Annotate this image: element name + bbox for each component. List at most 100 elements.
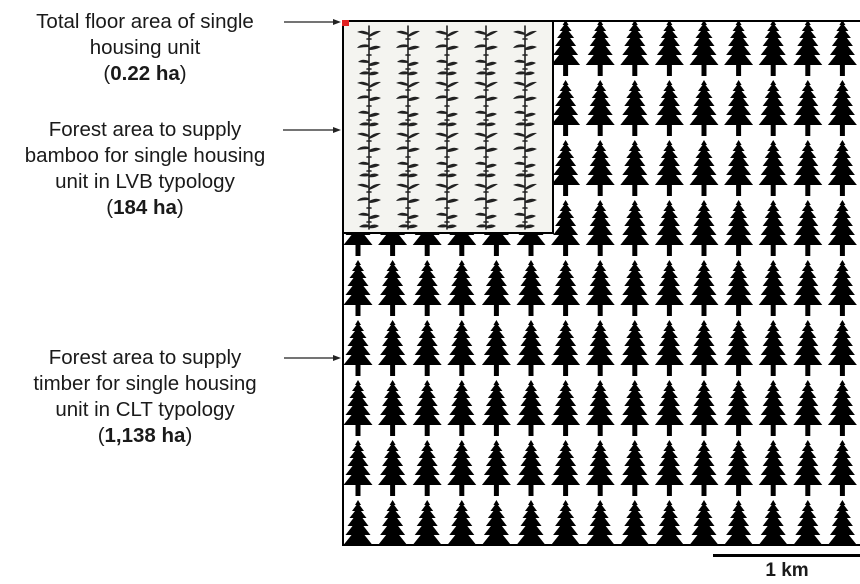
tree-icon bbox=[724, 260, 754, 316]
tree-icon bbox=[758, 200, 788, 256]
tree-icon bbox=[481, 320, 511, 376]
tree-icon bbox=[620, 320, 650, 376]
tree-icon bbox=[758, 320, 788, 376]
tree-icon bbox=[827, 22, 857, 76]
tree-icon bbox=[793, 320, 823, 376]
tree-icon bbox=[654, 22, 684, 76]
label-bamboo-area: Forest area to supply bamboo for single … bbox=[0, 117, 290, 221]
timber-forest-frame bbox=[342, 20, 860, 546]
tree-icon bbox=[620, 440, 650, 496]
tree-icon bbox=[516, 440, 546, 496]
scale-bar-label: 1 km bbox=[765, 560, 809, 581]
arrow-timber-area bbox=[284, 355, 341, 361]
label-floor-value: 0.22 ha bbox=[110, 62, 180, 85]
tree-icon bbox=[585, 500, 615, 544]
tree-icon bbox=[551, 440, 581, 496]
tree-icon bbox=[412, 440, 442, 496]
tree-icon bbox=[758, 22, 788, 76]
tree-icon bbox=[793, 140, 823, 196]
label-timber-line3: unit in CLT typology bbox=[55, 398, 235, 421]
arrow-floor-area bbox=[284, 19, 341, 25]
tree-icon bbox=[412, 500, 442, 544]
tree-icon bbox=[551, 200, 581, 256]
tree-icon bbox=[654, 80, 684, 136]
tree-icon bbox=[481, 260, 511, 316]
tree-icon bbox=[516, 380, 546, 436]
tree-icon bbox=[344, 500, 373, 544]
tree-icon bbox=[551, 380, 581, 436]
tree-icon bbox=[481, 440, 511, 496]
tree-icon bbox=[724, 80, 754, 136]
tree-icon bbox=[827, 140, 857, 196]
tree-icon bbox=[344, 440, 373, 496]
tree-icon bbox=[689, 500, 719, 544]
tree-icon bbox=[378, 440, 408, 496]
tree-icon bbox=[620, 380, 650, 436]
label-timber-value: 1,138 ha bbox=[104, 424, 186, 447]
tree-icon bbox=[620, 140, 650, 196]
tree-icon bbox=[793, 260, 823, 316]
tree-icon bbox=[689, 80, 719, 136]
tree-icon bbox=[724, 320, 754, 376]
tree-icon bbox=[412, 260, 442, 316]
tree-icon bbox=[724, 22, 754, 76]
tree-icon bbox=[793, 380, 823, 436]
tree-icon bbox=[793, 500, 823, 544]
tree-icon bbox=[827, 260, 857, 316]
tree-icon bbox=[827, 200, 857, 256]
tree-icon bbox=[689, 260, 719, 316]
tree-icon bbox=[447, 500, 477, 544]
tree-icon bbox=[793, 80, 823, 136]
scale-bar bbox=[713, 554, 860, 557]
tree-icon bbox=[758, 80, 788, 136]
tree-icon bbox=[827, 500, 857, 544]
tree-icon bbox=[481, 380, 511, 436]
tree-icon bbox=[378, 320, 408, 376]
tree-icon bbox=[551, 500, 581, 544]
tree-icon bbox=[378, 260, 408, 316]
label-timber-line1: Forest area to supply bbox=[48, 346, 242, 369]
tree-icon bbox=[447, 380, 477, 436]
tree-icon bbox=[689, 140, 719, 196]
tree-icon bbox=[481, 500, 511, 544]
tree-icon bbox=[654, 380, 684, 436]
tree-icon bbox=[551, 140, 581, 196]
tree-icon bbox=[585, 22, 615, 76]
tree-icon bbox=[689, 380, 719, 436]
label-bamboo-value: 184 ha bbox=[113, 196, 177, 219]
tree-icon bbox=[516, 500, 546, 544]
tree-icon bbox=[585, 80, 615, 136]
tree-icon bbox=[689, 440, 719, 496]
tree-icon bbox=[585, 320, 615, 376]
label-timber-line2: timber for single housing bbox=[33, 372, 257, 395]
tree-icon bbox=[689, 200, 719, 256]
tree-icon bbox=[758, 140, 788, 196]
floor-area-marker bbox=[342, 20, 349, 26]
tree-icon bbox=[654, 500, 684, 544]
label-floor-area: Total floor area of single housing unit … bbox=[0, 9, 290, 87]
tree-icon bbox=[827, 80, 857, 136]
label-bamboo-line2: bamboo for single housing bbox=[24, 144, 266, 167]
tree-icon bbox=[412, 380, 442, 436]
tree-icon bbox=[585, 260, 615, 316]
tree-icon bbox=[758, 440, 788, 496]
tree-icon bbox=[620, 22, 650, 76]
tree-icon bbox=[344, 380, 373, 436]
tree-icon bbox=[344, 260, 373, 316]
tree-icon bbox=[827, 440, 857, 496]
tree-icon bbox=[654, 440, 684, 496]
tree-icon bbox=[724, 380, 754, 436]
tree-icon bbox=[793, 440, 823, 496]
tree-icon bbox=[793, 22, 823, 76]
tree-icon bbox=[551, 260, 581, 316]
tree-icon bbox=[344, 320, 373, 376]
tree-icon bbox=[689, 320, 719, 376]
label-floor-line1: Total floor area of single bbox=[36, 10, 254, 33]
tree-icon bbox=[793, 200, 823, 256]
tree-icon bbox=[758, 380, 788, 436]
tree-icon bbox=[620, 200, 650, 256]
tree-icon bbox=[551, 80, 581, 136]
tree-icon bbox=[758, 500, 788, 544]
tree-icon bbox=[412, 320, 442, 376]
